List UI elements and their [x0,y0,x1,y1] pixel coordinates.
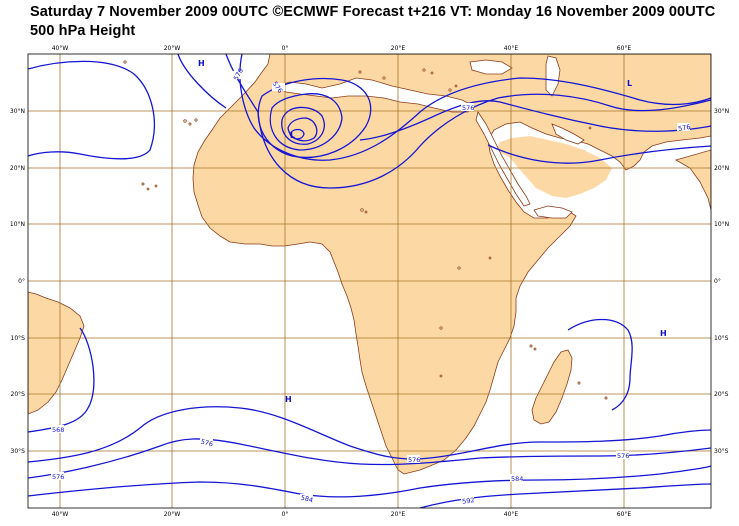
lat-label: 30°S [714,448,729,455]
lon-label: 60°E [617,511,632,518]
low-pressure-marker: L [627,79,632,88]
lon-label: 20°W [164,45,181,52]
red-sea [475,111,531,207]
contour-line [359,100,711,141]
islands [123,60,608,400]
lon-label: 40°W [52,45,69,52]
contour-line [257,77,372,158]
lon-label: 0° [282,45,289,52]
lat-label: 30°N [714,108,729,115]
pressure-centres: H L L H H [198,59,667,404]
lat-label: 0° [714,278,721,285]
contour-label: 576 [52,473,64,481]
contour-line [287,117,318,142]
low-pressure-marker: L [290,131,295,140]
lat-label: 30°N [10,108,25,115]
latitude-labels-right: 30°N 20°N 10°N 0° 10°S 20°S 30°S [714,108,729,455]
latitude-labels-left: 30°N 20°N 10°N 0° 10°S 20°S 30°S [10,108,25,455]
high-pressure-marker: H [198,59,205,68]
land-masses [28,54,711,475]
contour-line [28,438,711,479]
lat-label: 20°N [10,165,25,172]
contour-label: 576 [678,123,692,133]
lon-label: 20°E [391,511,406,518]
lon-label: 40°W [52,511,69,518]
contour-label: 584 [511,475,523,483]
gulf-of-aden [533,205,573,219]
contour-line [567,318,633,411]
contour-line [269,93,343,151]
africa-landmass [192,54,711,475]
inland-seas [275,55,585,219]
caspian-sea [545,55,561,97]
contour-line [487,144,711,164]
map-title: Saturday 7 November 2009 00UTC ©ECMWF Fo… [30,4,716,20]
persian-gulf [551,123,585,145]
black-sea [469,59,513,75]
lat-label: 20°S [714,391,729,398]
contour-line [239,54,711,161]
contour-line [28,60,156,160]
contour-line [28,465,711,498]
contour-line [28,406,711,463]
lat-label: 10°N [714,221,729,228]
contour-label: 576 [462,104,474,112]
lat-label: 30°S [11,448,26,455]
lat-label: 10°S [714,335,729,342]
contour-label: 576 [200,438,214,449]
high-pressure-marker: H [285,395,292,404]
lon-label: 20°W [164,511,181,518]
contour-label: 576 [408,456,420,464]
map-frame [27,53,712,509]
lat-label: 10°S [11,335,26,342]
contour-labels: 576 576 576 576 568 576 576 576 576 584 … [51,67,691,506]
lon-label: 0° [282,511,289,518]
lat-label: 10°N [10,221,25,228]
contour-line [177,54,227,109]
graticule [28,54,711,508]
contour-line [289,128,305,140]
contour-label: 584 [300,494,314,505]
contour-label: 568 [52,426,64,434]
longitude-labels-top: 40°W 20°W 0° 20°E 40°E 60°E [52,45,632,52]
contour-label: 592 [462,496,475,506]
lon-label: 20°E [391,45,406,52]
high-pressure-marker: H [660,329,667,338]
lat-label: 0° [18,278,25,285]
lon-label: 40°E [504,511,519,518]
height-contours [28,54,711,508]
south-america-landmass [28,291,85,415]
madagascar-landmass [531,349,573,425]
lon-label: 40°E [504,45,519,52]
map-subtitle: 500 hPa Height [30,23,136,39]
longitude-labels-bottom: 40°W 20°W 0° 20°E 40°E 60°E [52,511,632,518]
contour-label: 576 [617,452,629,460]
lat-label: 20°N [714,165,729,172]
lat-label: 20°S [11,391,26,398]
contour-line [281,106,325,145]
lon-label: 60°E [617,45,632,52]
